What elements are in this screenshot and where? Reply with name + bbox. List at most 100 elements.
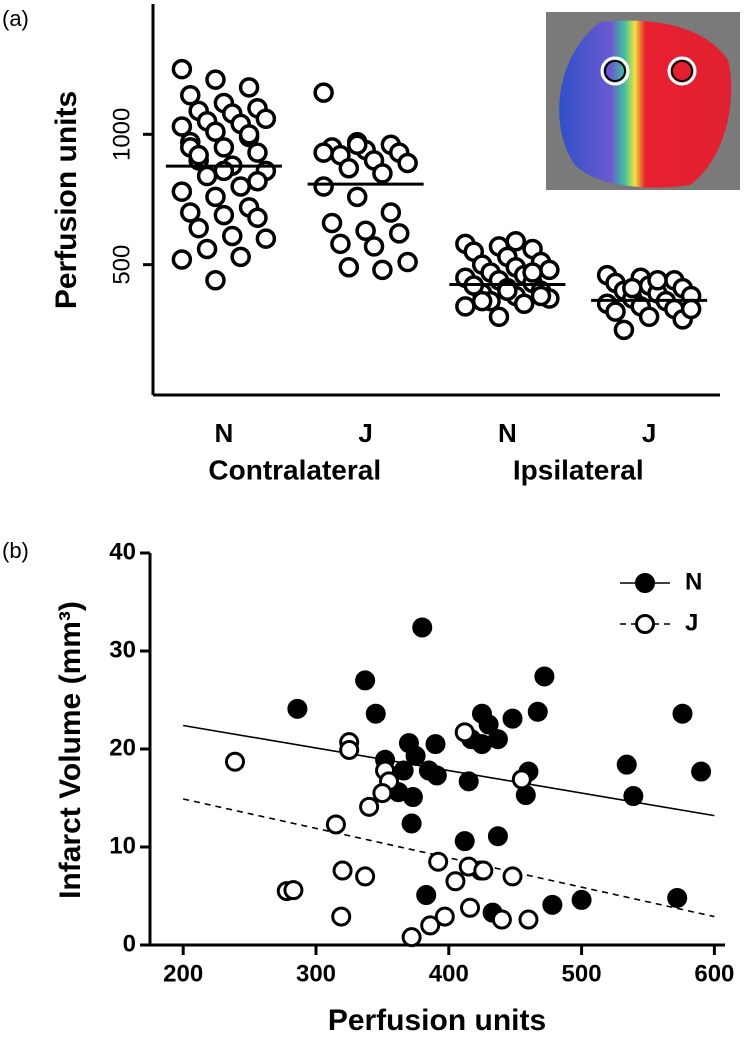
data-point (313, 142, 334, 163)
data-point (534, 666, 555, 687)
data-point (346, 134, 368, 156)
data-point (667, 887, 688, 908)
x-tick-label: 600 (694, 960, 734, 987)
data-point (255, 108, 277, 129)
data-point (460, 897, 481, 918)
data-point (180, 84, 201, 106)
data-point (230, 176, 251, 197)
data-point (613, 319, 635, 341)
data-point (539, 259, 560, 281)
data-point (372, 783, 393, 804)
data-point (338, 157, 360, 179)
data-point (405, 745, 426, 766)
data-point (428, 851, 449, 872)
data-point (255, 228, 277, 249)
x-tick-label: 400 (429, 960, 469, 987)
x-tick-label: N (214, 418, 233, 448)
data-point (171, 58, 193, 80)
panel-label: (b) (2, 538, 29, 563)
data-point (416, 885, 437, 906)
data-point (325, 814, 346, 835)
data-point (380, 202, 402, 223)
data-point (527, 701, 548, 722)
data-point (339, 739, 360, 760)
data-point (171, 249, 193, 270)
data-point (313, 82, 334, 103)
data-point (425, 734, 446, 755)
panel-label: (a) (2, 6, 29, 31)
data-point (222, 225, 243, 247)
x-axis-label: Perfusion units (328, 1004, 546, 1037)
data-point (497, 280, 518, 301)
data-point (622, 277, 643, 299)
data-point (471, 290, 493, 312)
data-point (571, 889, 592, 910)
data-point (359, 796, 380, 817)
data-point (471, 734, 492, 755)
data-point (623, 786, 644, 807)
data-point (283, 880, 304, 901)
data-point (420, 915, 441, 936)
data-point (331, 906, 352, 927)
data-point (473, 860, 494, 881)
data-point (454, 831, 475, 852)
data-point (247, 142, 268, 163)
data-point (230, 246, 251, 268)
data-point (502, 866, 523, 887)
data-point (171, 116, 193, 137)
legend-label: J (685, 609, 698, 636)
y-tick-label: 1000 (108, 108, 135, 161)
data-point (355, 670, 376, 691)
data-point (205, 186, 226, 208)
y-tick-label: 10 (109, 832, 136, 859)
inset-image (546, 12, 740, 190)
x-tick-label: N (498, 418, 517, 448)
x-tick-label: 500 (562, 960, 602, 987)
x-tick-label: J (358, 418, 372, 448)
group-label: Ipsilateral (513, 454, 644, 485)
legend-label: N (685, 568, 702, 595)
y-axis-label: Infarct Volume (mm³) (54, 601, 87, 899)
data-point (188, 217, 209, 239)
y-tick-label: 20 (109, 734, 136, 761)
data-point (672, 703, 693, 724)
data-point (365, 703, 386, 724)
data-point (313, 176, 334, 197)
data-point (372, 259, 393, 281)
data-point (205, 270, 226, 291)
data-point (530, 285, 552, 307)
data-point (238, 77, 260, 98)
data-point (616, 754, 637, 775)
data-point (488, 306, 510, 328)
data-point (196, 165, 218, 187)
data-point (188, 144, 209, 166)
data-point (180, 202, 201, 223)
data-point (454, 722, 475, 743)
data-point (287, 698, 308, 719)
data-point (434, 906, 455, 927)
data-point (213, 137, 235, 158)
y-tick-label: 500 (108, 245, 135, 285)
data-point (487, 826, 508, 847)
y-tick-label: 0 (123, 930, 136, 957)
y-tick-label: 40 (109, 538, 136, 565)
data-point (171, 181, 193, 202)
data-point (511, 769, 532, 790)
data-point (505, 230, 527, 252)
data-point (213, 204, 235, 226)
data-point (691, 761, 712, 782)
group-label: Contralateral (208, 454, 381, 485)
data-point (502, 708, 523, 729)
data-point (518, 909, 539, 930)
y-tick-label: 30 (109, 636, 136, 663)
data-point (491, 909, 512, 930)
x-tick-label: J (642, 418, 656, 448)
data-point (522, 262, 543, 283)
data-point (363, 236, 385, 257)
data-point (605, 301, 626, 322)
data-point (388, 223, 410, 244)
data-point (401, 813, 422, 834)
data-point (458, 771, 479, 792)
data-point (513, 293, 535, 315)
